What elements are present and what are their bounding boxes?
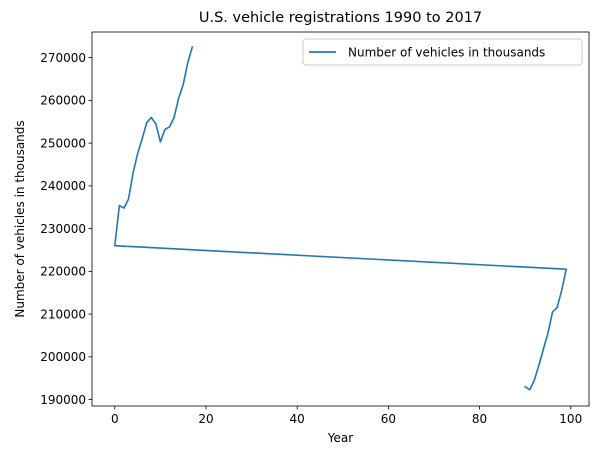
x-axis-ticks: 0 20 40 60 80 100 xyxy=(111,406,582,426)
x-tick-label: 100 xyxy=(559,412,582,426)
y-tick-label: 250000 xyxy=(40,136,86,150)
y-tick-label: 260000 xyxy=(40,94,86,108)
x-tick-label: 40 xyxy=(290,412,305,426)
chart-title: U.S. vehicle registrations 1990 to 2017 xyxy=(199,10,482,26)
x-tick-label: 60 xyxy=(381,412,396,426)
legend-box xyxy=(302,38,583,66)
x-axis-label: Year xyxy=(327,431,353,445)
series-line-0 xyxy=(114,45,568,391)
y-tick-label: 230000 xyxy=(40,222,86,236)
y-tick-label: 270000 xyxy=(40,51,86,65)
x-tick-label: 0 xyxy=(111,412,119,426)
plot-series xyxy=(114,45,568,391)
legend: Number of vehicles in thousands xyxy=(302,38,583,66)
plot-area-frame xyxy=(91,31,590,407)
y-axis-label: Number of vehicles in thousands xyxy=(13,120,27,317)
y-tick-label: 190000 xyxy=(40,393,86,407)
y-tick-label: 220000 xyxy=(40,265,86,279)
x-tick-label: 20 xyxy=(198,412,213,426)
y-tick-label: 210000 xyxy=(40,307,86,321)
x-tick-label: 80 xyxy=(472,412,487,426)
y-tick-label: 200000 xyxy=(40,350,86,364)
y-tick-label: 240000 xyxy=(40,179,86,193)
legend-label: Number of vehicles in thousands xyxy=(348,46,545,60)
y-axis-ticks: 190000 200000 210000 220000 230000 240000 2500… xyxy=(40,51,92,407)
